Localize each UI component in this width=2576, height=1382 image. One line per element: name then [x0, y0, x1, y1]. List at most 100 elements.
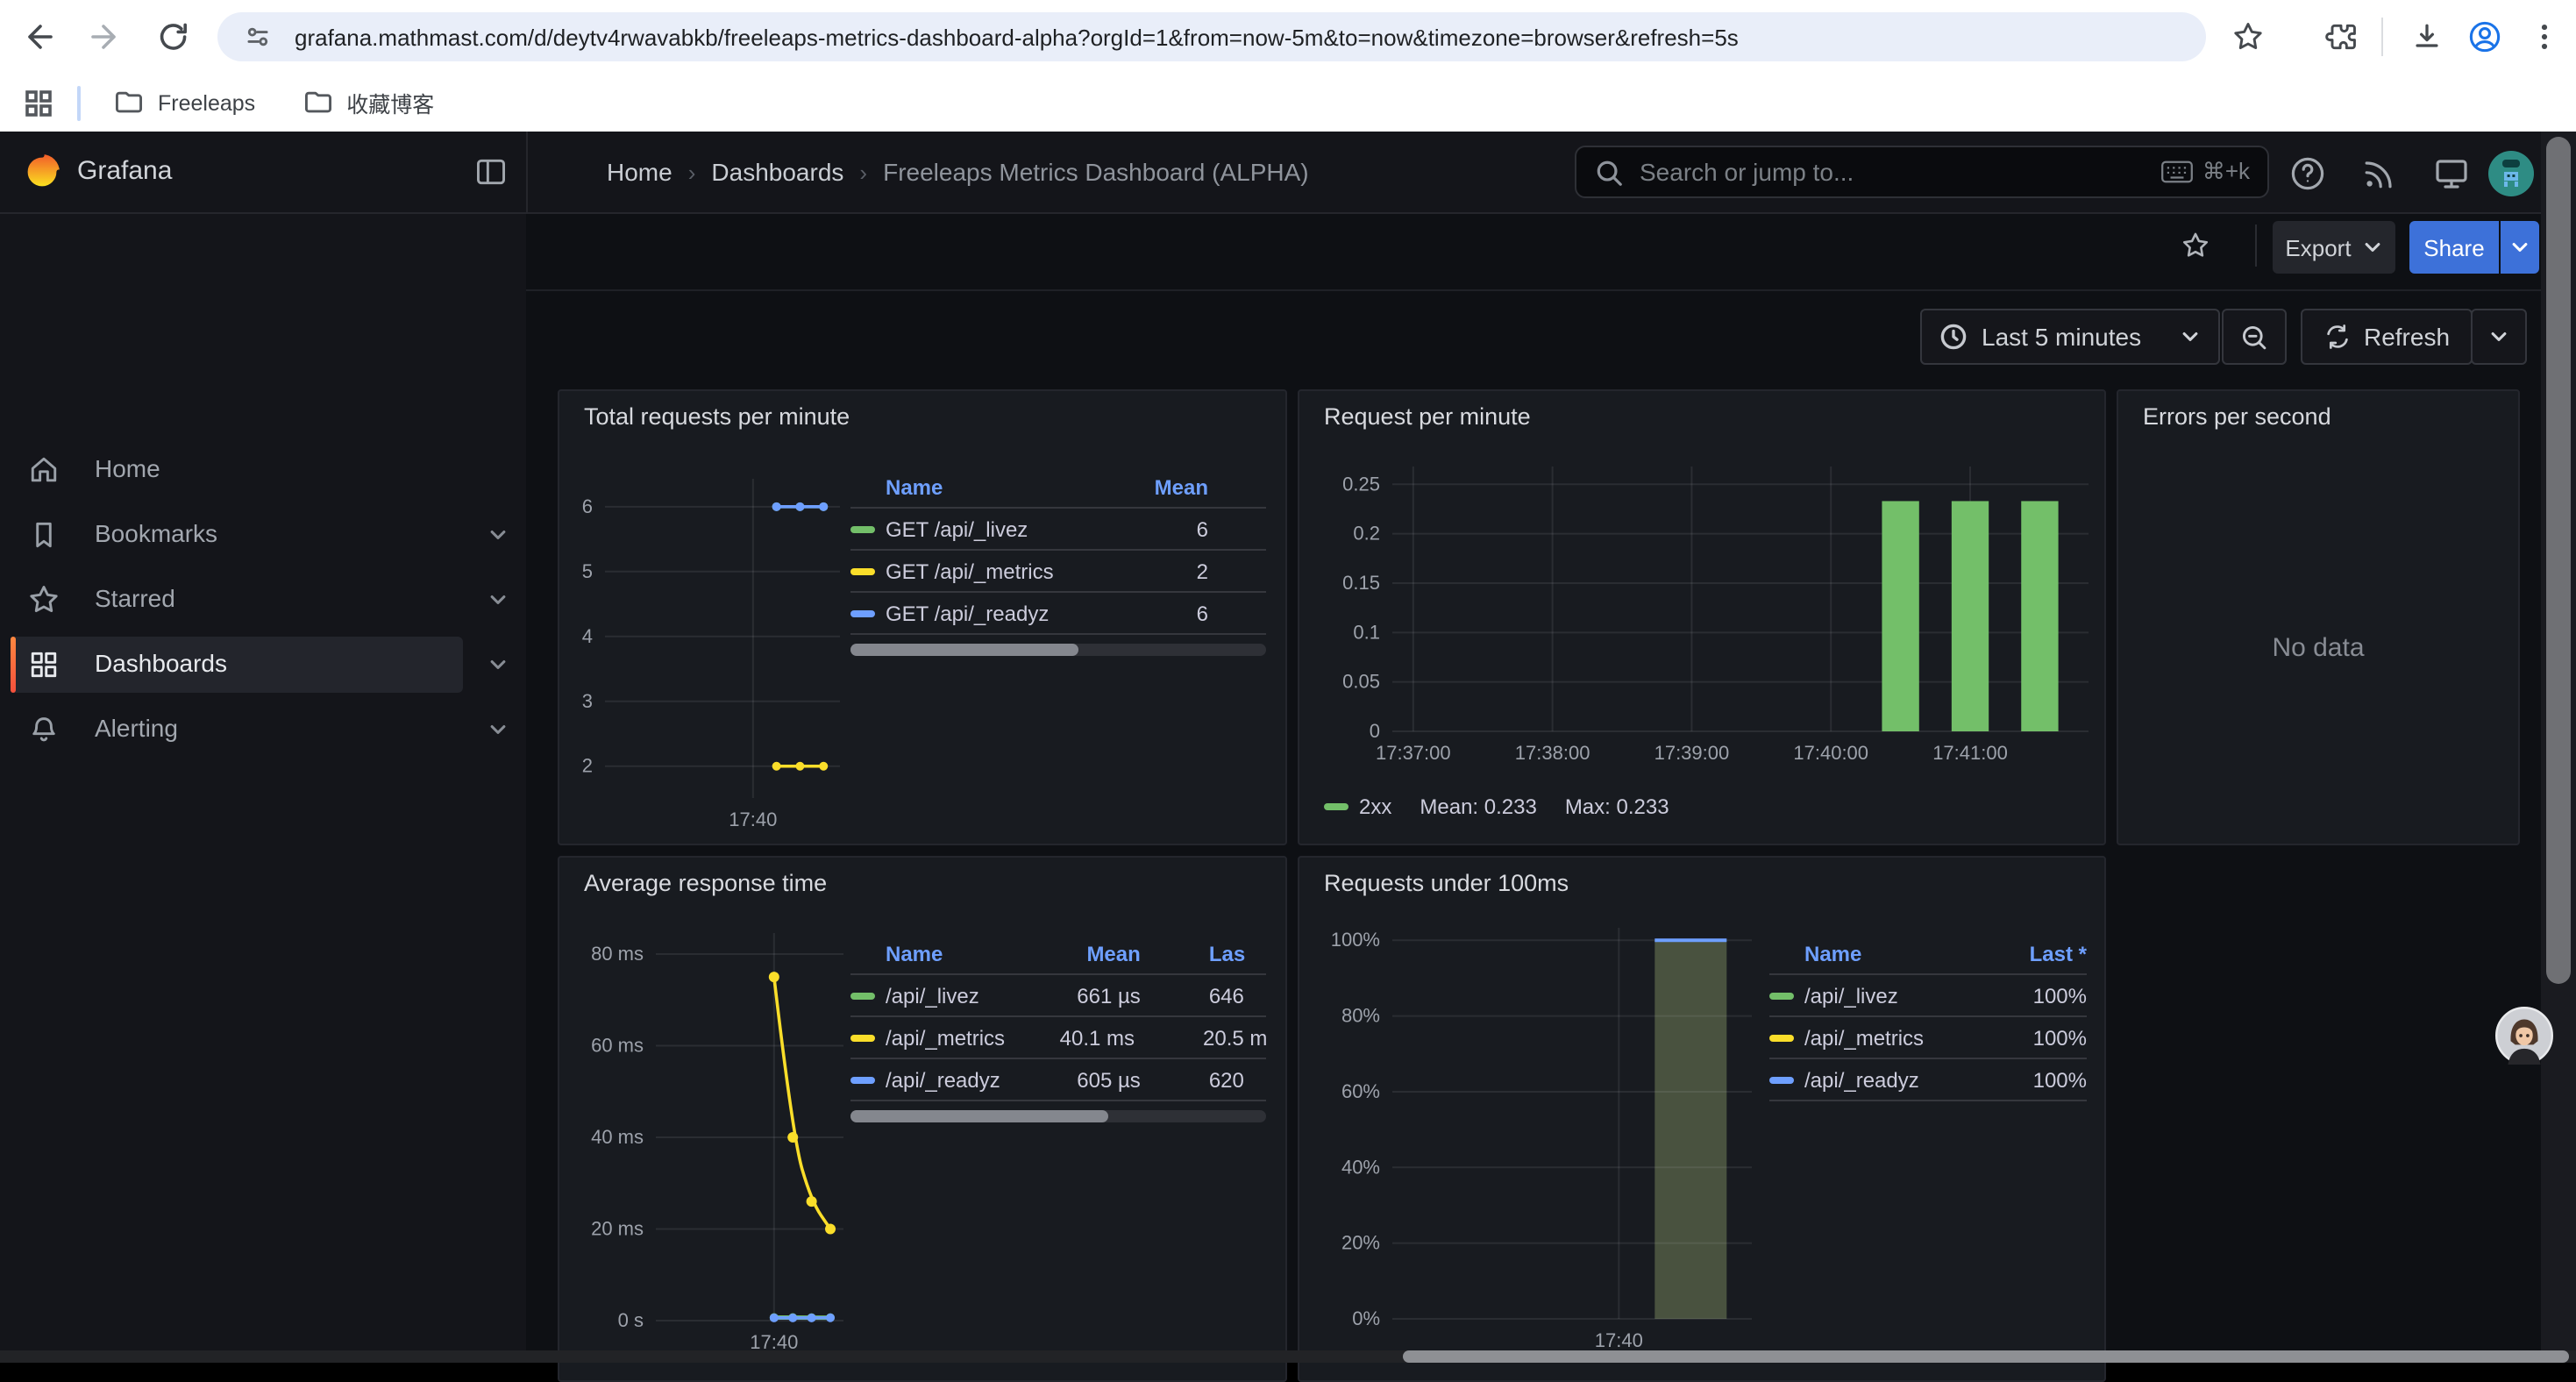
help-icon[interactable] [2288, 154, 2327, 193]
brand-name[interactable]: Grafana [77, 156, 173, 186]
legend-cell: /api/_readyz [886, 1067, 1000, 1092]
legend-row[interactable]: /api/_readyz 100% [1769, 1059, 2087, 1101]
favorite-star-icon[interactable] [2180, 230, 2211, 261]
share-dropdown-button[interactable] [2501, 221, 2539, 274]
menu-icon[interactable] [2527, 19, 2562, 54]
panel-title[interactable]: Errors per second [2143, 403, 2331, 430]
panel-title[interactable]: Requests under 100ms [1324, 870, 1569, 896]
legend-cell: 661 µs [1077, 983, 1141, 1008]
share-button[interactable]: Share [2409, 221, 2499, 274]
sidebar-item-starred[interactable]: Starred [0, 570, 526, 630]
legend-series-name[interactable]: 2xx [1359, 794, 1392, 819]
svg-text:0.1: 0.1 [1353, 621, 1380, 643]
legend-row[interactable]: /api/_metrics 40.1 ms 20.5 m [850, 1017, 1266, 1059]
floating-assistant-avatar[interactable] [2495, 1007, 2553, 1065]
reload-icon[interactable] [156, 19, 191, 54]
back-icon[interactable] [21, 19, 56, 54]
average-response-time-chart[interactable]: 80 ms 60 ms 40 ms 20 ms 0 s 17:40 [559, 921, 1289, 1363]
chevron-down-icon[interactable] [487, 719, 509, 740]
extensions-icon[interactable] [2323, 19, 2359, 54]
url-text[interactable]: grafana.mathmast.com/d/deytv4rwavabkb/fr… [295, 24, 1739, 50]
chevron-down-icon[interactable] [487, 654, 509, 675]
time-range-picker[interactable]: Last 5 minutes [1920, 309, 2220, 365]
legend-row[interactable]: GET /api/_readyz 6 [850, 593, 1266, 635]
bookmarks-divider [77, 85, 81, 120]
user-avatar[interactable] [2488, 151, 2534, 196]
request-per-minute-chart[interactable]: 0 0.05 0.1 0.15 0.2 0.25 17:37:00 17:38:00 17:39… [1299, 454, 2108, 787]
active-highlight [11, 637, 463, 693]
legend-column-header[interactable]: Name [886, 475, 943, 500]
legend-scrollbar-thumb[interactable] [850, 1110, 1108, 1122]
grafana-logo[interactable] [21, 151, 63, 193]
legend-row[interactable]: /api/_readyz 605 µs 620 [850, 1059, 1266, 1101]
legend-scrollbar[interactable] [850, 1110, 1266, 1122]
folder-icon [304, 91, 331, 113]
tune-icon[interactable] [242, 21, 274, 53]
panel-title[interactable]: Total requests per minute [584, 403, 850, 430]
bookmark-folder-freeleaps[interactable]: Freeleaps [112, 86, 255, 119]
zoom-out-button[interactable] [2222, 309, 2287, 365]
url-bar[interactable]: grafana.mathmast.com/d/deytv4rwavabkb/fr… [217, 12, 2206, 61]
bookmark-star-icon[interactable] [2231, 19, 2266, 54]
export-button[interactable]: Export [2273, 221, 2395, 274]
breadcrumb-home[interactable]: Home [607, 158, 672, 186]
panel-average-response-time: Average response time 80 ms 60 ms 40 ms 20 … [558, 856, 1287, 1382]
legend-column-header[interactable]: Name [1804, 942, 1862, 966]
legend-row[interactable]: /api/_metrics 100% [1769, 1017, 2087, 1059]
legend-column-header[interactable]: Last * [2029, 942, 2087, 966]
legend-column-header[interactable]: Las [1208, 942, 1246, 966]
legend-cell: /api/_metrics [1804, 1025, 1925, 1050]
legend-row[interactable]: GET /api/_metrics 2 [850, 551, 1266, 593]
legend-row[interactable]: /api/_livez 661 µs 646 [850, 975, 1266, 1017]
legend-cell: 100% [2032, 983, 2087, 1008]
refresh-interval-dropdown[interactable] [2471, 309, 2527, 365]
legend-scrollbar-thumb[interactable] [850, 644, 1079, 656]
no-data-message: No data [2272, 633, 2365, 663]
legend-column-header[interactable]: Mean [1154, 475, 1208, 500]
legend-row[interactable]: /api/_livez 100% [1769, 975, 2087, 1017]
chevron-down-icon [2365, 243, 2380, 252]
brand-block: Grafana [0, 132, 528, 212]
apps-grid-icon[interactable] [21, 85, 56, 120]
legend-row[interactable]: GET /api/_livez 6 [850, 509, 1266, 551]
svg-text:0: 0 [1370, 720, 1380, 742]
rss-icon[interactable] [2360, 154, 2399, 193]
zoom-out-icon [2242, 324, 2266, 349]
sidebar-item-home[interactable]: Home [0, 440, 526, 500]
legend-column-header[interactable]: Mean [1086, 942, 1141, 966]
panel-title[interactable]: Average response time [584, 870, 828, 896]
requests-under-100ms-chart[interactable]: 100% 80% 60% 40% 20% 0% 17:40 [1299, 921, 2108, 1363]
panel-title[interactable]: Request per minute [1324, 403, 1531, 430]
total-requests-chart[interactable]: 6 5 4 3 2 17:40 [559, 454, 1289, 830]
svg-text:0.05: 0.05 [1342, 671, 1380, 693]
breadcrumb-dashboards[interactable]: Dashboards [711, 158, 844, 186]
sidebar-item-alerting[interactable]: Alerting [0, 700, 526, 759]
vertical-scrollbar[interactable] [2541, 132, 2576, 1363]
active-accent-bar [11, 637, 16, 693]
chevron-down-icon[interactable] [487, 589, 509, 610]
chevron-down-icon[interactable] [487, 524, 509, 545]
series-color-pill [1769, 1034, 1794, 1041]
vertical-scrollbar-thumb[interactable] [2546, 137, 2571, 984]
monitor-icon[interactable] [2432, 154, 2471, 193]
star-icon [30, 586, 58, 612]
series-color-pill [850, 525, 875, 532]
sidebar-item-bookmarks[interactable]: Bookmarks [0, 505, 526, 565]
refresh-button[interactable]: Refresh [2301, 309, 2473, 365]
horizontal-scrollbar[interactable] [0, 1350, 2576, 1363]
profile-icon[interactable] [2467, 19, 2502, 54]
sidebar-item-dashboards[interactable]: Dashboards [0, 635, 526, 695]
legend-column-header[interactable]: Name [886, 942, 943, 966]
forward-icon[interactable] [88, 19, 123, 54]
legend-cell: /api/_livez [1804, 983, 1898, 1008]
bookmark-folder-blogs[interactable]: 收藏博客 [301, 86, 434, 119]
svg-text:20 ms: 20 ms [591, 1218, 644, 1240]
svg-text:17:41:00: 17:41:00 [1932, 742, 2008, 764]
horizontal-scrollbar-thumb[interactable] [1403, 1350, 2569, 1363]
panel-toggle-icon[interactable] [473, 154, 509, 189]
search-input[interactable]: Search or jump to... ⌘+k [1575, 146, 2269, 198]
panel2-legend[interactable]: 2xx Mean: 0.233 Max: 0.233 [1324, 794, 1669, 819]
download-icon[interactable] [2409, 19, 2444, 54]
legend-scrollbar[interactable] [850, 644, 1266, 656]
legend-table: Name Last * /api/_livez 100% /api/_metrics 10… [1769, 935, 2087, 1101]
